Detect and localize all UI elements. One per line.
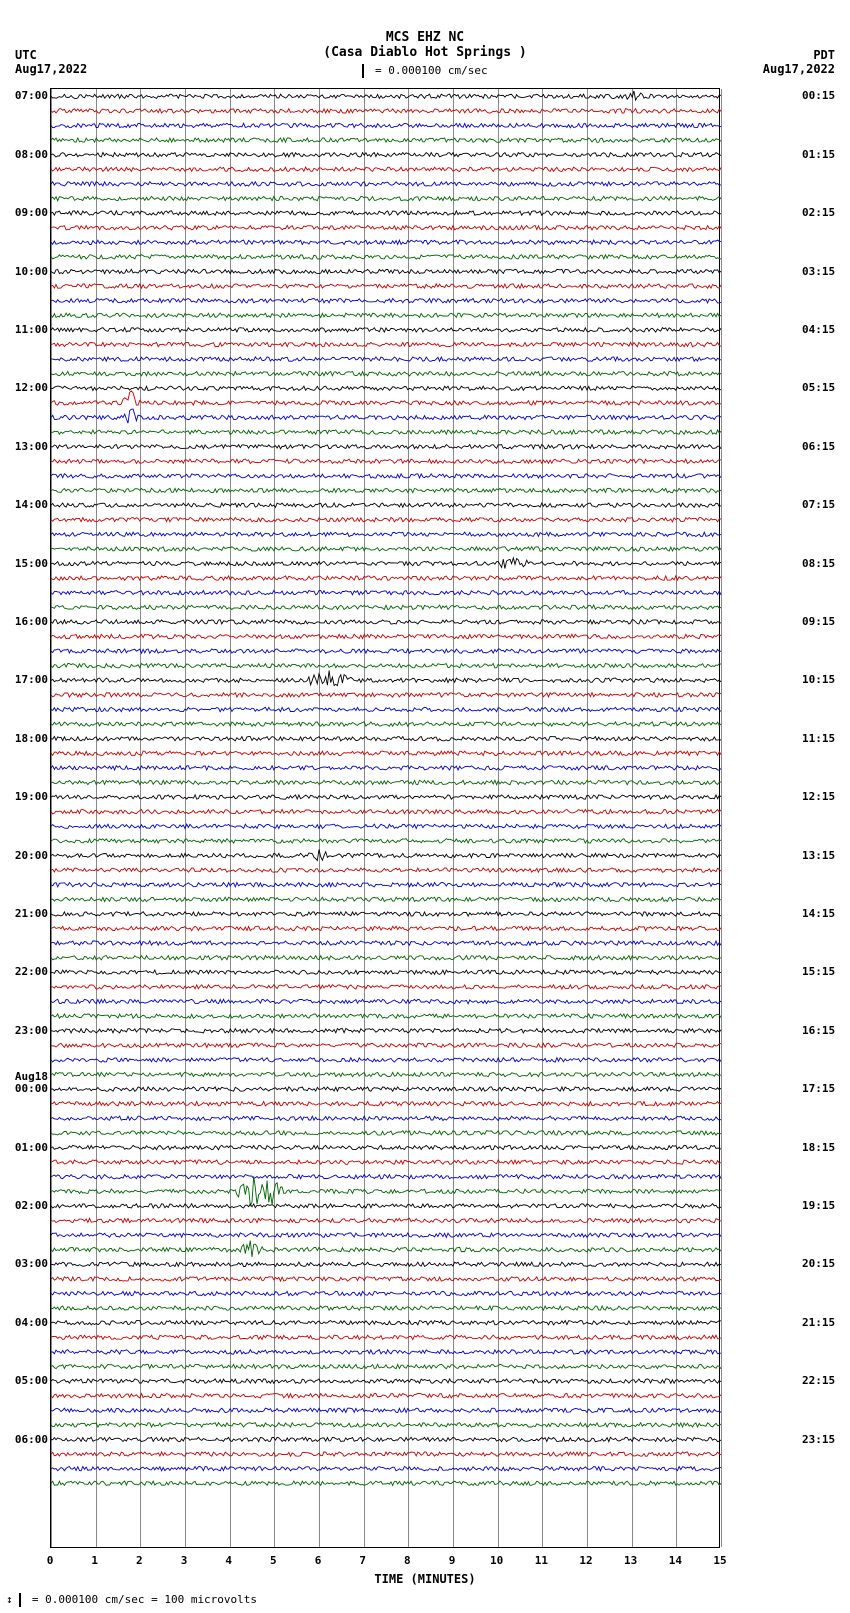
footer-scale: ↕ = 0.000100 cm/sec = 100 microvolts xyxy=(6,1593,257,1607)
x-tick-label: 5 xyxy=(270,1554,277,1567)
x-axis-title: TIME (MINUTES) xyxy=(0,1572,850,1586)
x-tick-label: 10 xyxy=(490,1554,503,1567)
utc-time-label: 17:00 xyxy=(15,673,48,686)
utc-time-label: 00:00 xyxy=(15,1082,48,1095)
right-time-labels: 00:15 01:15 02:15 03:15 04:15 05:15 06:15 07:15… xyxy=(802,88,842,1548)
pdt-time-label: 08:15 xyxy=(802,557,835,570)
pdt-time-label: 10:15 xyxy=(802,673,835,686)
x-tick-label: 14 xyxy=(669,1554,682,1567)
x-tick-label: 11 xyxy=(535,1554,548,1567)
pdt-time-label: 01:15 xyxy=(802,148,835,161)
footer-text: = 0.000100 cm/sec = 100 microvolts xyxy=(32,1593,257,1606)
utc-time-label: 14:00 xyxy=(15,498,48,511)
utc-time-label: 18:00 xyxy=(15,732,48,745)
pdt-time-label: 22:15 xyxy=(802,1374,835,1387)
x-tick-label: 1 xyxy=(91,1554,98,1567)
pdt-time-label: 02:15 xyxy=(802,206,835,219)
x-tick-label: 8 xyxy=(404,1554,411,1567)
x-tick-label: 7 xyxy=(359,1554,366,1567)
utc-time-label: 20:00 xyxy=(15,849,48,862)
utc-time-label: 02:00 xyxy=(15,1199,48,1212)
pdt-time-label: 07:15 xyxy=(802,498,835,511)
utc-time-label: 06:00 xyxy=(15,1433,48,1446)
utc-time-label: 13:00 xyxy=(15,440,48,453)
utc-time-label: 23:00 xyxy=(15,1024,48,1037)
x-tick-label: 3 xyxy=(181,1554,188,1567)
station-title: MCS EHZ NC xyxy=(0,0,850,45)
utc-time-label: 04:00 xyxy=(15,1316,48,1329)
scale-header: = 0.000100 cm/sec xyxy=(0,60,850,78)
x-tick-label: 9 xyxy=(449,1554,456,1567)
date-right: Aug17,2022 xyxy=(763,62,835,76)
pdt-time-label: 12:15 xyxy=(802,790,835,803)
timezone-right: PDT xyxy=(813,48,835,62)
pdt-time-label: 09:15 xyxy=(802,615,835,628)
pdt-time-label: 00:15 xyxy=(802,89,835,102)
scale-bar-footer-icon xyxy=(19,1593,21,1607)
x-tick-label: 12 xyxy=(579,1554,592,1567)
utc-time-label: 07:00 xyxy=(15,89,48,102)
seismic-trace xyxy=(51,89,719,1549)
utc-time-label: 15:00 xyxy=(15,557,48,570)
utc-time-label: 19:00 xyxy=(15,790,48,803)
utc-time-label: 01:00 xyxy=(15,1141,48,1154)
pdt-time-label: 19:15 xyxy=(802,1199,835,1212)
utc-time-label: 10:00 xyxy=(15,265,48,278)
pdt-time-label: 03:15 xyxy=(802,265,835,278)
utc-time-label: 03:00 xyxy=(15,1257,48,1270)
helicorder-plot xyxy=(50,88,720,1548)
utc-time-label: 12:00 xyxy=(15,381,48,394)
pdt-time-label: 20:15 xyxy=(802,1257,835,1270)
left-time-labels: 07:00 08:00 09:00 10:00 11:00 12:00 13:00 14:00… xyxy=(8,88,48,1548)
pdt-time-label: 11:15 xyxy=(802,732,835,745)
pdt-time-label: 21:15 xyxy=(802,1316,835,1329)
station-location: (Casa Diablo Hot Springs ) xyxy=(0,45,850,60)
pdt-time-label: 18:15 xyxy=(802,1141,835,1154)
utc-time-label: 21:00 xyxy=(15,907,48,920)
x-tick-label: 13 xyxy=(624,1554,637,1567)
pdt-time-label: 04:15 xyxy=(802,323,835,336)
x-tick-label: 0 xyxy=(47,1554,54,1567)
scale-mark-icon: ↕ xyxy=(6,1593,19,1606)
pdt-time-label: 23:15 xyxy=(802,1433,835,1446)
scale-bar-icon xyxy=(362,64,364,78)
x-tick-label: 6 xyxy=(315,1554,322,1567)
x-tick-label: 4 xyxy=(225,1554,232,1567)
utc-time-label: 08:00 xyxy=(15,148,48,161)
pdt-time-label: 06:15 xyxy=(802,440,835,453)
utc-time-label: 11:00 xyxy=(15,323,48,336)
pdt-time-label: 14:15 xyxy=(802,907,835,920)
utc-time-label: 09:00 xyxy=(15,206,48,219)
pdt-time-label: 16:15 xyxy=(802,1024,835,1037)
pdt-time-label: 17:15 xyxy=(802,1082,835,1095)
pdt-time-label: 13:15 xyxy=(802,849,835,862)
utc-time-label: 22:00 xyxy=(15,965,48,978)
timezone-left: UTC xyxy=(15,48,37,62)
date-left: Aug17,2022 xyxy=(15,62,87,76)
utc-time-label: 05:00 xyxy=(15,1374,48,1387)
x-tick-label: 2 xyxy=(136,1554,143,1567)
utc-time-label: 16:00 xyxy=(15,615,48,628)
pdt-time-label: 15:15 xyxy=(802,965,835,978)
scale-label: = 0.000100 cm/sec xyxy=(375,64,488,77)
x-tick-label: 15 xyxy=(713,1554,726,1567)
pdt-time-label: 05:15 xyxy=(802,381,835,394)
